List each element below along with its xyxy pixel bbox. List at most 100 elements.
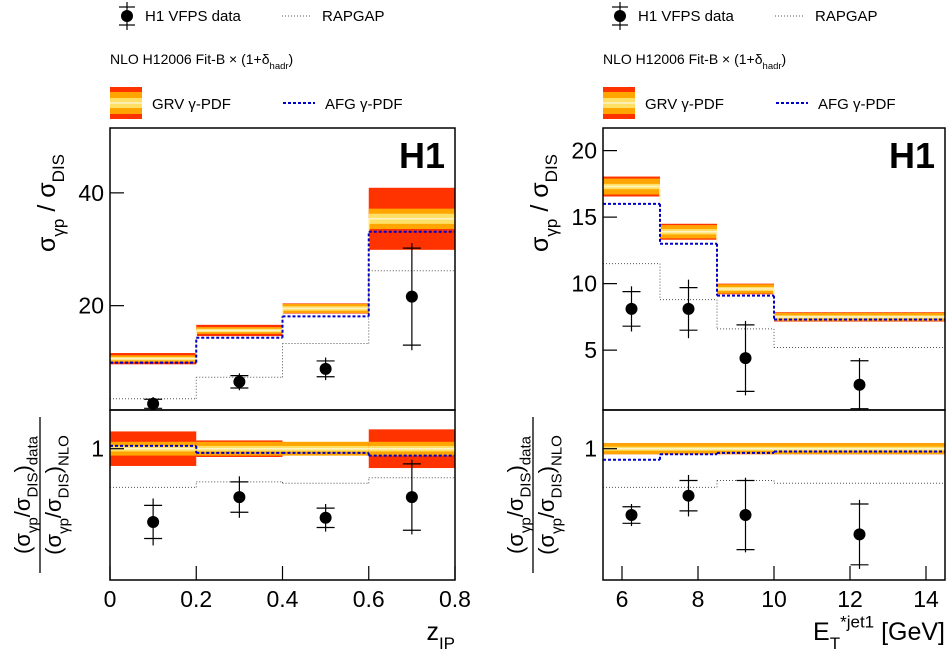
- y-label-denominator: (σγp/σDIS)NLO: [41, 435, 73, 555]
- y-label-numerator-part: /σ: [10, 497, 35, 517]
- x-axis-label: zIP: [426, 618, 455, 653]
- y-label-part: γp: [542, 219, 561, 237]
- legend-label: AFG γ-PDF: [818, 96, 896, 113]
- data-point: [405, 491, 418, 504]
- data-point: [233, 491, 246, 504]
- y-label-numerator-part: DIS: [25, 473, 42, 498]
- legend-label: AFG γ-PDF: [325, 96, 403, 113]
- data-point: [682, 302, 695, 315]
- legend-label: GRV γ-PDF: [152, 96, 231, 113]
- data-point: [739, 509, 752, 522]
- plot-area: [603, 176, 945, 410]
- legend-title-part: hadr: [270, 61, 289, 72]
- legend-title-part: NLO H12006 Fit-B × (1+δ: [110, 51, 270, 67]
- x-tick-label: 0.8: [439, 586, 471, 612]
- x-tick-label: 14: [913, 586, 939, 612]
- experiment-label: H1: [399, 135, 445, 176]
- data-point: [147, 397, 160, 410]
- data-point: [682, 489, 695, 502]
- x-axis-label-part: E: [813, 618, 830, 646]
- legend-title-part: ): [782, 51, 787, 67]
- x-tick-label: 0.2: [180, 586, 212, 612]
- data-point: [233, 375, 246, 388]
- y-label-numerator: (σγp/σDIS)data: [10, 435, 42, 554]
- y-label-denominator-part: (σ: [534, 533, 559, 554]
- legend-title: NLO H12006 Fit-B × (1+δhadr): [110, 51, 293, 72]
- y-label-numerator-part: γp: [25, 517, 42, 533]
- y-label: σγp / σDIS: [526, 154, 561, 252]
- y-label-denominator: (σγp/σDIS)NLO: [534, 435, 566, 555]
- y-label-numerator-part: /σ: [503, 497, 528, 517]
- y-label-part: σ: [526, 236, 554, 252]
- y-label-numerator-part: DIS: [518, 473, 535, 498]
- experiment-label: H1: [889, 135, 935, 176]
- y-label-denominator-part: DIS: [549, 473, 566, 498]
- y-axis-label: σγp / σDIS: [526, 154, 561, 252]
- x-tick-label: 12: [837, 586, 863, 612]
- y-label-part: / σ: [33, 182, 61, 219]
- y-label-numerator-part: (σ: [503, 533, 528, 554]
- plot-area: [110, 187, 455, 410]
- x-tick-label: 10: [761, 586, 787, 612]
- data-point: [319, 511, 332, 524]
- x-axis-label-part: IP: [439, 634, 455, 653]
- x-tick-label: 6: [616, 586, 629, 612]
- legend-title-part: ): [289, 51, 294, 67]
- plot-area: [603, 443, 945, 569]
- legend-label: H1 VFPS data: [638, 8, 735, 25]
- y-label-numerator-part: ): [503, 465, 528, 472]
- y-label-numerator-part: data: [518, 435, 535, 465]
- data-point: [625, 302, 638, 315]
- legend-title-part: NLO H12006 Fit-B × (1+δ: [603, 51, 763, 67]
- y-label-part: DIS: [542, 154, 561, 182]
- y-label-part: γp: [49, 219, 68, 237]
- x-tick-label: 0.4: [267, 586, 299, 612]
- y-tick-label: 20: [78, 293, 104, 319]
- x-axis-label-part: [GeV]: [874, 618, 945, 646]
- legend-title: NLO H12006 Fit-B × (1+δhadr): [603, 51, 786, 72]
- y-axis-label: (σγp/σDIS)data(σγp/σDIS)NLO: [10, 417, 73, 573]
- legend-label: RAPGAP: [322, 8, 385, 25]
- y-label-denominator-part: ): [534, 466, 559, 473]
- plot-area: [110, 429, 455, 546]
- data-point: [405, 290, 418, 303]
- legend-label: RAPGAP: [815, 8, 878, 25]
- y-label-numerator-part: γp: [518, 517, 535, 533]
- x-axis-label-part: *jet1: [840, 613, 874, 632]
- y-label-part: σ: [33, 236, 61, 252]
- y-tick-label: 1: [91, 436, 104, 462]
- data-point: [853, 528, 866, 541]
- data-point: [739, 352, 752, 365]
- data-point: [853, 378, 866, 391]
- legend-title-part: hadr: [763, 61, 782, 72]
- x-axis-label-part: z: [426, 618, 439, 646]
- y-axis-label: σγp / σDIS: [33, 154, 68, 252]
- data-point: [147, 515, 160, 528]
- y-label-denominator-part: ): [41, 466, 66, 473]
- y-tick-label: 1: [584, 436, 597, 462]
- legend-marker: [121, 10, 133, 22]
- y-tick-label: 15: [571, 204, 597, 230]
- y-tick-label: 10: [571, 271, 597, 297]
- y-label-numerator: (σγp/σDIS)data: [503, 435, 535, 554]
- x-tick-label: 0.6: [353, 586, 385, 612]
- y-label-part: / σ: [526, 182, 554, 219]
- frame: [602, 409, 946, 581]
- data-point: [625, 509, 638, 522]
- y-label-denominator-part: /σ: [41, 498, 66, 518]
- x-axis-label-part: T: [830, 634, 840, 653]
- legend-marker: [614, 10, 626, 22]
- y-tick-label: 5: [584, 337, 597, 363]
- y-label: σγp / σDIS: [33, 154, 68, 252]
- legend-label: H1 VFPS data: [145, 8, 242, 25]
- y-tick-label: 20: [571, 138, 597, 164]
- y-label-denominator-part: /σ: [534, 498, 559, 518]
- x-tick-label: 8: [692, 586, 705, 612]
- y-label-denominator-part: (σ: [41, 533, 66, 554]
- y-label-denominator-part: NLO: [549, 435, 566, 466]
- x-axis-label: ET*jet1 [GeV]: [813, 613, 945, 653]
- y-label-numerator-part: ): [10, 465, 35, 472]
- y-label-denominator-part: γp: [56, 518, 73, 534]
- y-label-denominator-part: NLO: [56, 435, 73, 466]
